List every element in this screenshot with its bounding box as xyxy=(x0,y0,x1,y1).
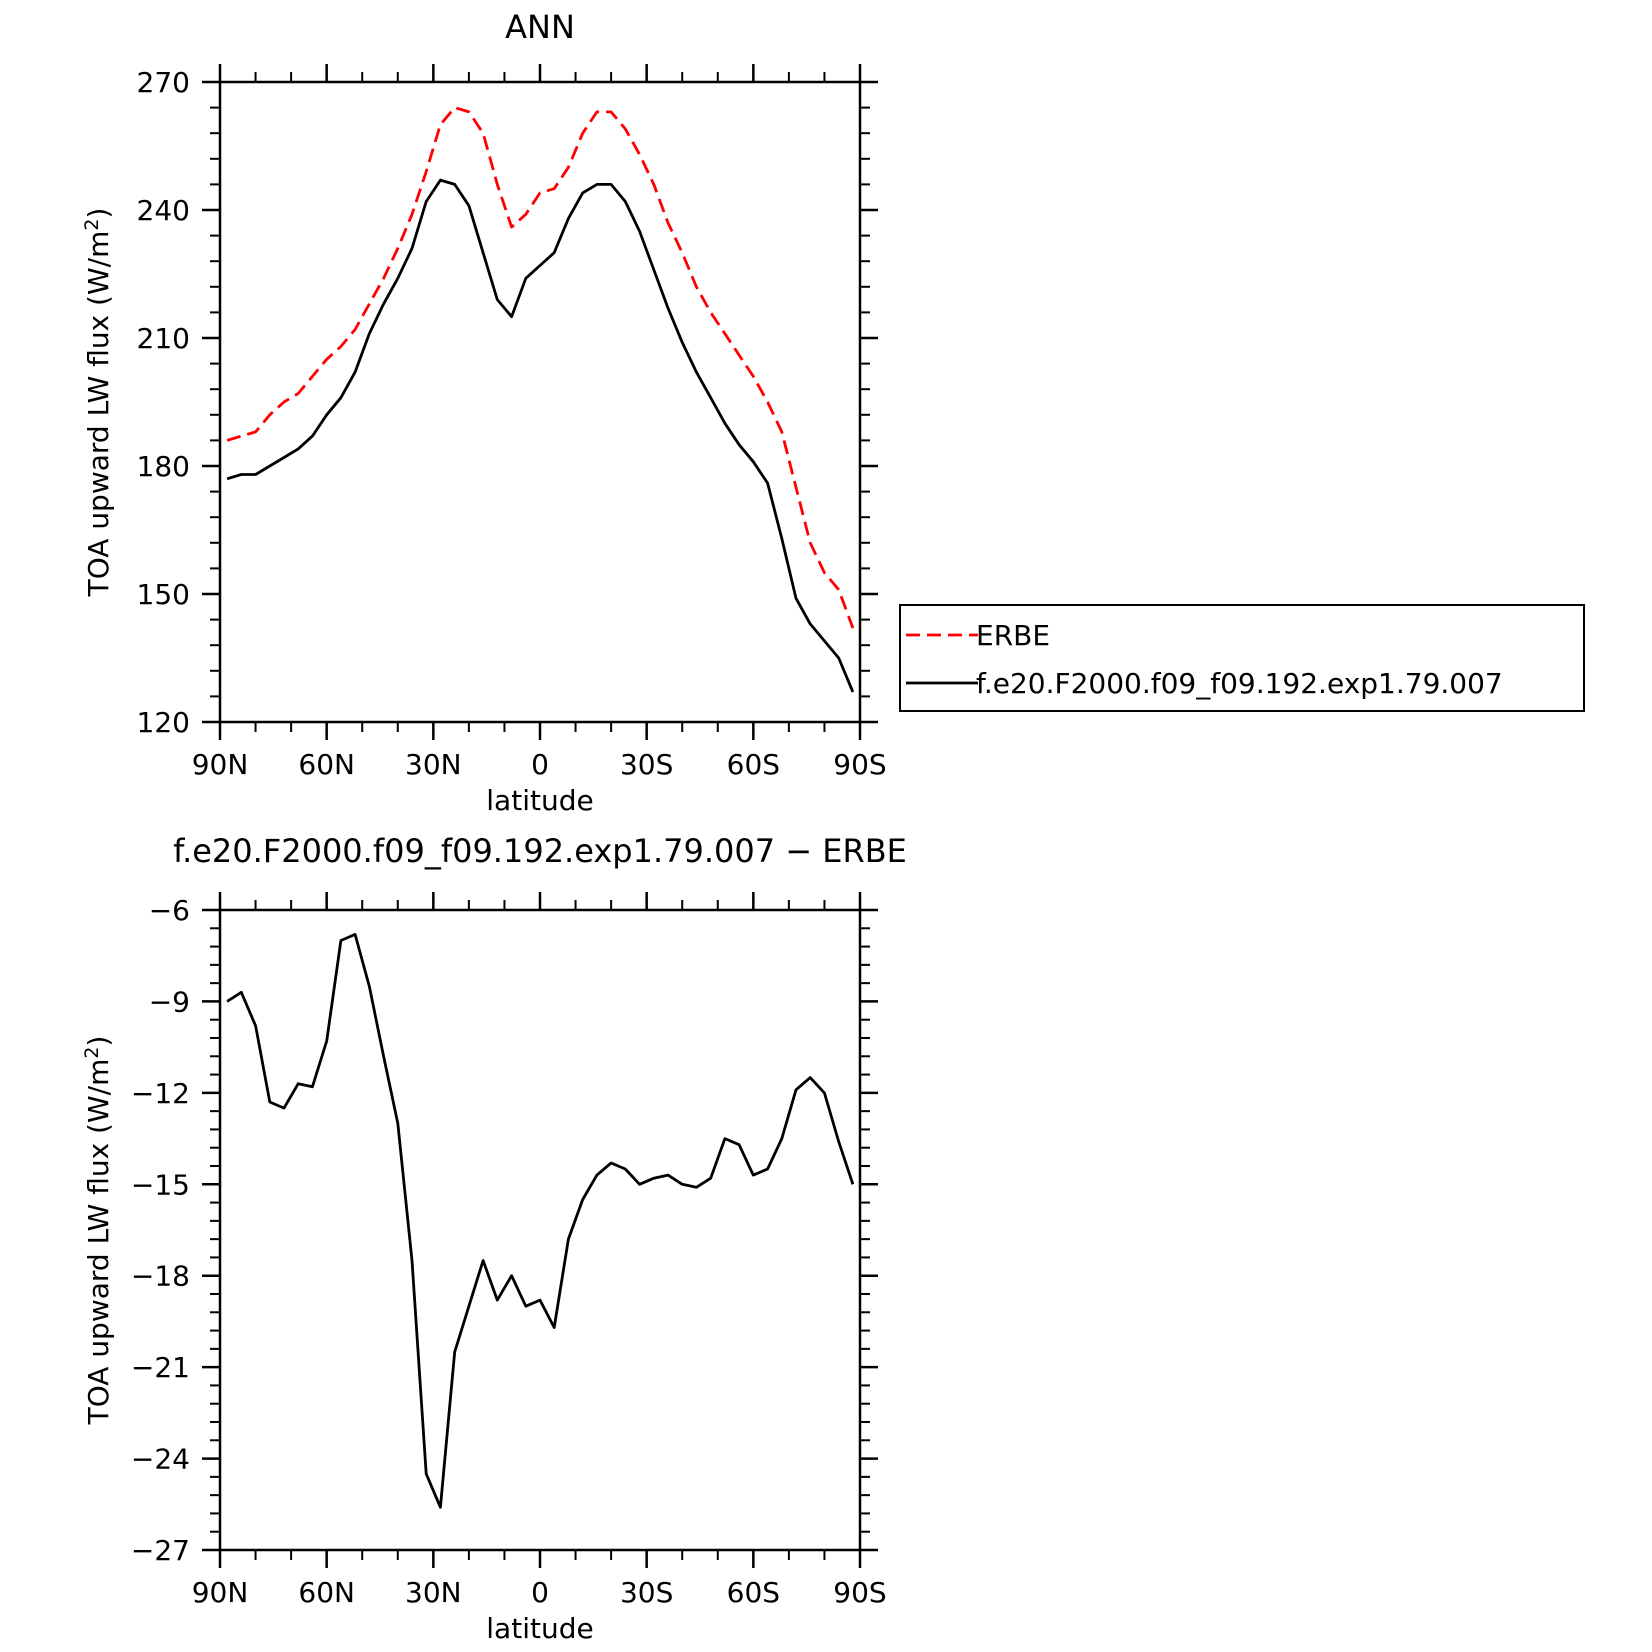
y-axis-title-close: ) xyxy=(82,208,115,219)
y-tick-label: −27 xyxy=(131,1534,190,1567)
y-tick-label: −18 xyxy=(131,1260,190,1293)
x-tick-label: 30N xyxy=(405,1576,462,1609)
series-line-1 xyxy=(226,178,855,693)
x-tick-label: 0 xyxy=(531,748,549,781)
y-tick-label: 210 xyxy=(137,322,190,355)
x-tick-label: 60S xyxy=(727,1576,780,1609)
y-axis-title-superscript: 2 xyxy=(81,219,103,231)
x-tick-label: 0 xyxy=(531,1576,549,1609)
legend-box xyxy=(899,604,1585,712)
y-tick-label: −15 xyxy=(131,1168,190,1201)
y-axis-title-main: TOA upward LW flux (W/m xyxy=(82,231,115,598)
x-tick-label: 90S xyxy=(833,748,886,781)
y-axis-title-superscript: 2 xyxy=(81,1047,103,1059)
y-axis-title: TOA upward LW flux (W/m2) xyxy=(81,208,115,598)
y-axis-title-close: ) xyxy=(82,1036,115,1047)
legend-label-1: f.e20.F2000.f09_f09.192.exp1.79.007 xyxy=(976,667,1503,700)
series-line-0 xyxy=(226,933,855,1509)
y-axis-title: TOA upward LW flux (W/m2) xyxy=(81,1036,115,1426)
y-tick-label: −24 xyxy=(131,1443,190,1476)
x-tick-label: 90N xyxy=(192,1576,249,1609)
plot-frame xyxy=(218,908,862,1552)
x-tick-label: 60N xyxy=(298,748,355,781)
x-tick-label: 90S xyxy=(833,1576,886,1609)
y-axis-title-main: TOA upward LW flux (W/m xyxy=(82,1059,115,1426)
y-tick-label: 120 xyxy=(137,706,190,739)
y-tick-label: 180 xyxy=(137,450,190,483)
y-tick-label: −12 xyxy=(131,1077,190,1110)
chart-title: ANN xyxy=(505,8,575,46)
x-tick-label: 60N xyxy=(298,1576,355,1609)
bottom-panel-chart: f.e20.F2000.f09_f09.192.exp1.79.007 − ER… xyxy=(81,832,907,1645)
x-tick-label: 30S xyxy=(620,1576,673,1609)
x-tick-label: 30N xyxy=(405,748,462,781)
y-tick-label: −9 xyxy=(149,985,190,1018)
x-tick-label: 60S xyxy=(727,748,780,781)
legend: ERBE f.e20.F2000.f09_f09.192.exp1.79.007 xyxy=(899,604,1585,712)
y-tick-label: 270 xyxy=(137,66,190,99)
y-tick-label: −21 xyxy=(131,1351,190,1384)
x-tick-label: 90N xyxy=(192,748,249,781)
y-tick-label: 240 xyxy=(137,194,190,227)
y-tick-label: −6 xyxy=(149,894,190,927)
plot-frame xyxy=(218,80,862,724)
legend-label-0: ERBE xyxy=(976,619,1050,652)
top-panel-chart: ANN 120 150 180 210 240 270 90N 60N 30N 0 30S 60S 90S… xyxy=(81,8,887,817)
series-line-0 xyxy=(226,106,855,629)
chart-title: f.e20.F2000.f09_f09.192.exp1.79.007 − ER… xyxy=(173,832,907,870)
x-axis-title: latitude xyxy=(486,1612,593,1645)
x-tick-label: 30S xyxy=(620,748,673,781)
x-axis-title: latitude xyxy=(486,784,593,817)
y-tick-label: 150 xyxy=(137,578,190,611)
